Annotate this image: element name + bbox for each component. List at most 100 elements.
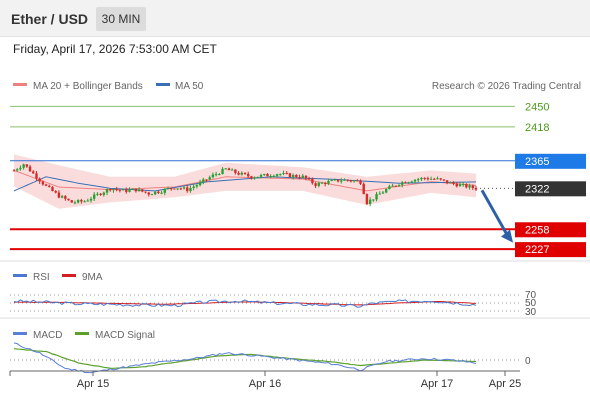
candle-body	[105, 189, 109, 193]
candle-body	[179, 188, 183, 190]
candle-body	[93, 194, 96, 199]
support-1-label-box	[515, 222, 586, 238]
bollinger-bands	[14, 154, 476, 209]
macd-legend-swatch	[13, 332, 27, 335]
candle-body	[202, 179, 205, 183]
candle-body	[109, 189, 112, 191]
candle-body	[465, 183, 468, 188]
candle-body	[64, 196, 67, 199]
forecast-arrow	[480, 189, 513, 243]
candle-body	[12, 170, 16, 172]
candle-body	[397, 184, 401, 186]
candle-body	[320, 182, 324, 184]
candle-body	[227, 168, 231, 171]
candle-body	[112, 189, 115, 191]
candle-body	[22, 164, 25, 168]
macd-signal-legend-label: MACD Signal	[95, 330, 155, 341]
candle-body	[317, 182, 320, 186]
candle-body	[356, 180, 359, 182]
candle-body	[195, 185, 199, 187]
candlesticks	[12, 163, 478, 207]
candle-body	[266, 173, 269, 177]
candle-body	[176, 188, 179, 190]
candle-body	[240, 172, 243, 175]
candle-body	[417, 179, 420, 181]
candle-body	[455, 183, 458, 187]
candle-body	[391, 185, 394, 187]
last-price-label: 2322	[525, 183, 549, 195]
candle-body	[160, 192, 163, 194]
interval-button[interactable]: 30 MIN	[96, 7, 146, 31]
candle-body	[60, 196, 64, 198]
x-axis: Apr 15 Apr 16 Apr 17 Apr 25	[9, 370, 521, 390]
rsi-ma-legend-swatch	[62, 274, 76, 277]
level-lines	[10, 105, 515, 251]
candle-body	[330, 180, 333, 182]
candle-body	[247, 173, 250, 177]
candle-body	[73, 202, 77, 204]
rsi-ma-legend-label: 9MA	[82, 272, 103, 283]
candle-body	[346, 179, 349, 181]
chart-legend: MA 20 + Bollinger Bands MA 50 Research ©…	[13, 81, 581, 92]
forecast-arrow-shaft	[480, 189, 509, 236]
candle-body	[99, 193, 102, 195]
candle-body	[359, 180, 362, 184]
candle-body	[291, 174, 295, 178]
x-tick-label: Apr 15	[77, 378, 109, 390]
candle-body	[80, 200, 83, 202]
candle-body	[343, 179, 346, 181]
candle-body	[163, 189, 166, 193]
candle-body	[352, 180, 356, 182]
x-tick-label: Apr 17	[421, 378, 453, 390]
candle-body	[173, 188, 176, 190]
rsi-level-30: 30	[525, 307, 537, 318]
candle-body	[474, 188, 478, 190]
candle-body	[285, 173, 288, 175]
support-1-label: 2258	[525, 224, 549, 236]
candle-body	[272, 175, 276, 177]
candle-body	[83, 201, 86, 203]
candle-body	[70, 200, 73, 203]
candle-body	[157, 191, 160, 194]
candle-body	[118, 189, 122, 191]
candle-body	[48, 185, 51, 187]
level-labels: 2450 2418 2365 2322 2258 2227	[515, 101, 586, 258]
candle-body	[224, 168, 227, 170]
candle-body	[340, 180, 343, 182]
candle-body	[401, 182, 404, 185]
candle-body	[375, 194, 378, 200]
support-2-label: 2227	[525, 244, 549, 256]
ma50-line	[13, 176, 477, 192]
candle-body	[384, 189, 388, 193]
forecast-arrow-head	[501, 229, 513, 243]
candle-body	[426, 178, 430, 180]
rsi-panel: RSI 9MA 70 50 30	[10, 272, 537, 318]
candle-body	[279, 174, 282, 176]
candle-body	[311, 178, 314, 184]
candle-body	[458, 184, 462, 187]
candle-body	[137, 189, 141, 192]
candle-body	[404, 182, 407, 184]
candle-body	[96, 193, 99, 195]
candle-body	[468, 185, 471, 188]
candle-body	[234, 169, 237, 173]
candle-body	[250, 176, 253, 179]
candle-body	[141, 189, 144, 192]
candle-body	[153, 191, 157, 195]
candle-body	[44, 184, 48, 186]
price-chart[interactable]: MA 20 + Bollinger Bands MA 50 Research ©…	[0, 60, 590, 400]
candle-body	[230, 169, 234, 171]
candle-body	[381, 192, 385, 194]
rsi-level-70: 70	[525, 290, 537, 301]
candle-body	[131, 188, 134, 190]
ma20-legend-swatch	[13, 83, 27, 86]
candle-body	[189, 188, 192, 192]
candle-body	[147, 192, 150, 195]
candle-body	[282, 173, 285, 175]
candle-body	[327, 180, 330, 184]
candle-body	[218, 174, 221, 176]
candle-body	[144, 191, 147, 193]
candle-body	[25, 164, 29, 167]
last-price-label-box	[515, 181, 586, 197]
candle-body	[166, 188, 170, 190]
